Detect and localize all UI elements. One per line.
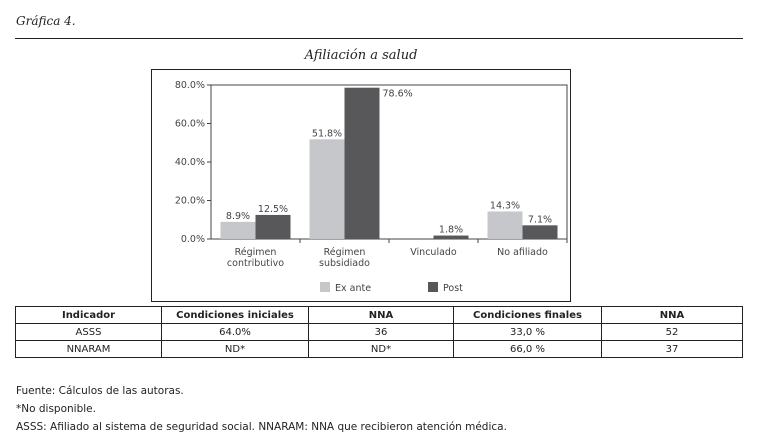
data-label: 12.5% bbox=[258, 204, 288, 215]
y-tick-label: 0.0% bbox=[181, 234, 205, 245]
bar-ex-ante bbox=[487, 211, 523, 239]
data-label: 8.9% bbox=[226, 211, 250, 222]
x-tick-label: No afiliado bbox=[497, 247, 548, 258]
y-tick-label: 40.0% bbox=[175, 157, 205, 168]
data-label: 14.3% bbox=[490, 200, 520, 211]
table-cell: ND* bbox=[308, 340, 454, 358]
table-cell: ASSS bbox=[15, 323, 162, 341]
legend-swatch bbox=[320, 282, 330, 292]
table-cell: 36 bbox=[308, 323, 454, 341]
x-tick-label: subsidiado bbox=[319, 258, 370, 269]
table-cell: 52 bbox=[601, 323, 743, 341]
data-label: 1.8% bbox=[439, 225, 463, 236]
divider bbox=[15, 38, 743, 39]
bar-post bbox=[255, 214, 291, 239]
x-tick-label: Régimen bbox=[324, 247, 366, 258]
source-note: Fuente: Cálculos de las autoras. bbox=[16, 385, 184, 397]
table-cell: NNARAM bbox=[15, 340, 162, 358]
data-label: 78.6% bbox=[383, 89, 413, 100]
y-tick-label: 60.0% bbox=[175, 119, 205, 130]
table-cell: 64.0% bbox=[161, 323, 309, 341]
data-label: 7.1% bbox=[528, 214, 552, 225]
header-cell: NNA bbox=[601, 306, 743, 324]
bar-post bbox=[522, 225, 558, 239]
table-cell: 33,0 % bbox=[453, 323, 602, 341]
footnotes: Fuente: Cálculos de las autoras. *No dis… bbox=[16, 382, 507, 436]
footnote: *No disponible. bbox=[16, 403, 96, 415]
legend-swatch bbox=[428, 282, 438, 292]
chart-frame: 0.0% 20.0% 40.0% 60.0% 80.0% Régimen contribut… bbox=[151, 69, 571, 302]
table-cell: 66,0 % bbox=[453, 340, 602, 358]
data-label: 51.8% bbox=[312, 128, 342, 139]
bar-post bbox=[433, 235, 469, 239]
bar-post bbox=[344, 87, 380, 239]
header-cell: Condiciones iniciales bbox=[161, 306, 309, 324]
chart-title: Afiliación a salud bbox=[304, 48, 418, 63]
y-tick-label: 80.0% bbox=[175, 80, 205, 91]
figure-label: Gráfica 4. bbox=[16, 14, 76, 28]
legend-label: Ex ante bbox=[335, 283, 371, 294]
table-header-row: Indicador Condiciones iniciales NNA Cond… bbox=[15, 306, 743, 324]
bar-ex-ante bbox=[309, 139, 345, 239]
x-tick-label: Vinculado bbox=[410, 247, 457, 258]
legend-label: Post bbox=[443, 283, 463, 294]
indicator-table: Indicador Condiciones iniciales NNA Cond… bbox=[15, 306, 743, 358]
header-cell: Indicador bbox=[15, 306, 162, 324]
table-row: NNARAM ND* ND* 66,0 % 37 bbox=[15, 340, 743, 358]
table-row: ASSS 64.0% 36 33,0 % 52 bbox=[15, 323, 743, 341]
y-tick-label: 20.0% bbox=[175, 196, 205, 207]
header-cell: NNA bbox=[308, 306, 454, 324]
x-tick-label: Régimen bbox=[235, 247, 277, 258]
bar-ex-ante bbox=[220, 221, 256, 239]
bar-chart: 0.0%20.0%40.0%60.0%80.0%Régimencontribut… bbox=[175, 80, 568, 294]
header-cell: Condiciones finales bbox=[453, 306, 602, 324]
table-cell: 37 bbox=[601, 340, 743, 358]
table-cell: ND* bbox=[161, 340, 309, 358]
abbreviation-note: ASSS: Afiliado al sistema de seguridad s… bbox=[16, 421, 507, 433]
x-tick-label: contributivo bbox=[227, 258, 284, 269]
